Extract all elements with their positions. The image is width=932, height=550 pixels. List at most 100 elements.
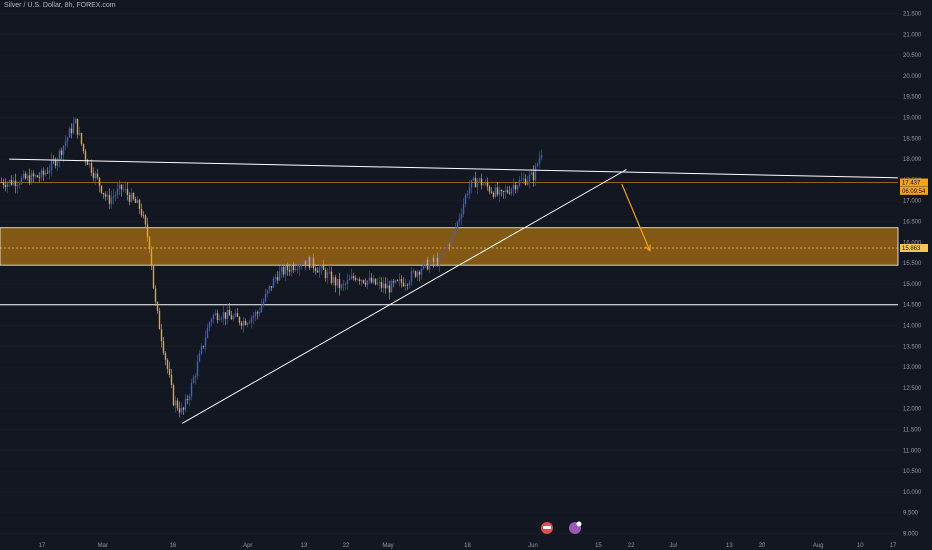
- candle-body: [188, 396, 191, 401]
- candle-body: [380, 282, 383, 288]
- candle-body: [50, 159, 53, 171]
- candle-body: [264, 293, 267, 302]
- demand-zone[interactable]: [0, 227, 899, 266]
- candle-body: [108, 195, 111, 204]
- event-badges[interactable]: [541, 521, 582, 535]
- candle-body: [134, 198, 137, 203]
- candle-body: [484, 182, 487, 185]
- candle-body: [156, 301, 159, 311]
- candle-body: [474, 177, 477, 188]
- candle-body: [82, 144, 85, 152]
- price-axis[interactable]: 21.500 21.000 20.500 20.000 19.500 19.000 18.5…: [903, 12, 922, 538]
- projection-arrow[interactable]: [621, 183, 651, 252]
- candle-body: [392, 281, 395, 283]
- candle-body: [104, 194, 107, 197]
- candle-body: [358, 279, 361, 282]
- candle-body: [162, 341, 165, 353]
- candle-body: [72, 123, 75, 134]
- y-tick-label: 14.500: [903, 303, 922, 309]
- candle-body: [510, 188, 513, 194]
- candle-body: [430, 257, 433, 263]
- candle-body: [184, 398, 187, 410]
- x-tick-label: 22: [343, 543, 350, 549]
- x-tick-label: 15: [595, 543, 602, 549]
- candle-body: [384, 283, 387, 289]
- candle-body: [254, 312, 257, 316]
- y-tick-label: 18.500: [903, 136, 922, 142]
- x-tick-label: Apr: [243, 543, 252, 549]
- candle-body: [110, 197, 113, 204]
- candle-body: [78, 133, 81, 135]
- x-tick-label: Aug: [813, 543, 824, 549]
- candle-body: [60, 150, 63, 155]
- candle-body: [138, 200, 141, 209]
- candle-body: [312, 257, 315, 269]
- candle-body: [368, 277, 371, 281]
- candle-body: [282, 267, 285, 275]
- candle-body: [490, 191, 493, 193]
- candle-body: [394, 280, 397, 283]
- candle-body: [328, 271, 331, 273]
- candle-body: [180, 407, 183, 413]
- candle-body: [286, 265, 289, 270]
- candle-body: [534, 165, 537, 181]
- y-tick-label: 19.000: [903, 116, 922, 122]
- candle-body: [472, 177, 475, 181]
- candle-body: [230, 315, 233, 320]
- candle-body: [400, 279, 403, 283]
- candle-body: [346, 280, 349, 285]
- candle-body: [74, 118, 77, 124]
- candle-body: [436, 257, 439, 265]
- candle-body: [4, 184, 7, 187]
- candle-body: [344, 284, 347, 285]
- candle-body: [362, 279, 365, 283]
- target-price-tag-bg: [900, 243, 928, 252]
- candle-body: [332, 277, 335, 283]
- candle-body: [386, 285, 389, 289]
- candle-body: [174, 400, 177, 406]
- candle-body: [262, 301, 265, 306]
- candle-body: [408, 282, 411, 286]
- candle-body: [414, 271, 417, 277]
- y-tick-label: 10.000: [903, 490, 922, 496]
- candle-body: [224, 312, 227, 319]
- candle-body: [234, 313, 237, 317]
- candle-body: [94, 173, 97, 179]
- candle-body: [24, 173, 27, 179]
- candle-body: [454, 228, 457, 233]
- candle-body: [92, 173, 95, 179]
- candle-body: [500, 189, 503, 192]
- ascending-trendline[interactable]: [182, 169, 627, 424]
- candle-body: [450, 235, 453, 247]
- candle-body: [220, 318, 223, 320]
- candle-body: [524, 178, 527, 185]
- candle-body: [154, 288, 157, 302]
- candle-body: [434, 257, 437, 262]
- candle-body: [58, 150, 61, 161]
- candle-body: [202, 345, 205, 347]
- candle-body: [200, 345, 203, 354]
- candle-body: [206, 327, 209, 338]
- candle-body: [532, 172, 535, 181]
- candle-body: [250, 317, 253, 323]
- candle-body: [238, 317, 241, 323]
- candle-body: [106, 195, 109, 197]
- candle-body: [126, 189, 129, 196]
- candle-body: [382, 283, 385, 288]
- candle-body: [150, 249, 153, 267]
- candle-body: [242, 320, 245, 326]
- candle-body: [116, 188, 119, 195]
- candle-body: [0, 181, 3, 183]
- candle-body: [528, 174, 531, 182]
- candle-body: [122, 189, 125, 191]
- candle-body: [130, 193, 133, 202]
- candle-body: [512, 185, 515, 189]
- resistance-line[interactable]: [9, 158, 899, 179]
- candle-body: [140, 208, 143, 216]
- candle-body: [48, 170, 51, 173]
- candle-body: [266, 290, 269, 294]
- time-axis[interactable]: 17 Mar 16 Apr 13 22 May 18 Jun 15 22 Jul 13 20 Aug 10 17: [39, 543, 897, 549]
- candle-body: [432, 257, 435, 262]
- candle-body: [502, 191, 505, 193]
